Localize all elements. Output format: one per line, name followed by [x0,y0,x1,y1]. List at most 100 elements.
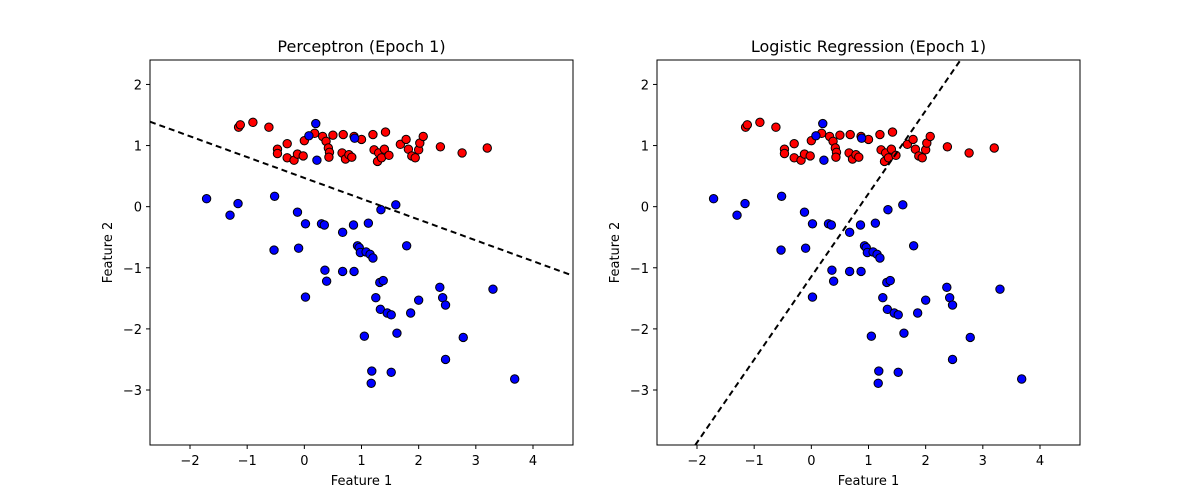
plot-area [150,117,573,388]
blue-class-point [776,191,787,201]
blue-class-point [349,133,360,143]
blue-class-point [740,198,750,209]
blue-class-point [488,284,498,294]
blue-class-point [878,293,888,303]
blue-class-point [201,194,212,204]
blue-class-point [321,276,332,286]
blue-class-point [366,378,376,388]
blue-class-point [405,308,416,318]
y-tick-label: 1 [134,140,142,155]
y-tick-label: −3 [123,384,142,399]
red-class-point [805,151,815,161]
blue-class-point [776,245,786,255]
blue-class-point [435,282,445,293]
blue-class-point [947,354,958,365]
blue-class-point [870,218,881,228]
decision-boundary-line [150,120,573,277]
red-class-point [886,144,897,154]
red-class-point [410,153,420,163]
blue-class-point [942,282,952,293]
blue-class-point [269,191,280,201]
blue-class-point [866,331,877,341]
red-class-point [942,142,953,152]
red-class-point [324,152,334,162]
blue-class-point [386,367,396,377]
red-class-point [742,120,753,130]
blue-class-point [899,328,909,338]
red-class-point [771,122,781,132]
blue-class-point [893,367,903,377]
red-class-point [328,130,338,140]
x-tick-label: 0 [807,454,815,469]
blue-class-point [348,220,359,230]
red-class-point [482,143,492,153]
blue-class-point [300,219,311,229]
red-class-point [235,120,246,130]
red-class-point [457,148,467,158]
blue-class-point [807,292,818,302]
red-class-point [272,148,283,159]
red-class-point [418,131,428,142]
blue-class-point [844,227,855,238]
red-class-point [835,130,845,140]
x-tick-label: 3 [472,454,480,469]
y-tick-label: 1 [641,140,649,155]
red-class-point [368,129,378,140]
blue-class-point [995,284,1005,294]
blue-class-point [509,374,520,384]
x-tick-label: 2 [922,454,930,469]
x-tick-label: −2 [687,454,706,469]
red-class-point [248,117,258,128]
blue-class-point [367,366,377,376]
blue-class-point [826,220,837,230]
blue-class-point [269,245,279,255]
x-tick-label: 1 [864,454,872,469]
blue-class-point [883,205,893,215]
blue-class-point [844,266,855,277]
y-tick-label: −3 [630,384,649,399]
blue-class-point [908,241,919,251]
red-class-point [384,150,394,161]
red-class-point [401,134,411,145]
blue-class-point [1016,374,1027,384]
blue-class-point [413,295,424,305]
y-tick-label: −1 [630,262,649,277]
y-axis-label: Feature 2 [608,222,623,284]
perceptron-panel: Perceptron (Epoch 1) Feature 1 Feature 2… [101,37,574,489]
blue-class-point [947,300,958,310]
blue-class-point [912,308,923,318]
blue-class-point [349,266,359,277]
y-tick-label: 0 [134,201,142,216]
blue-class-point [312,155,322,165]
chart-title: Logistic Regression (Epoch 1) [751,37,986,56]
blue-class-point [391,200,401,210]
blue-class-point [401,241,412,251]
blue-class-point [855,220,866,230]
blue-class-point [873,378,883,388]
red-class-point [338,129,348,140]
blue-class-point [337,227,348,238]
blue-class-point [965,332,975,343]
y-tick-label: 2 [134,78,142,93]
plot-area [694,60,1027,445]
blue-class-point [233,198,243,209]
y-tick-label: 2 [641,78,649,93]
blue-class-point [893,310,903,320]
y-tick-label: −1 [123,262,142,277]
red-class-point [908,134,918,145]
blue-class-point [708,194,719,204]
blue-class-point [378,275,388,286]
red-class-point [380,127,391,137]
x-tick-label: −1 [745,454,764,469]
blue-class-point [440,300,451,310]
blue-class-point [856,266,866,277]
blue-class-point [304,131,314,141]
blue-class-point [440,354,451,365]
blue-class-point [807,219,818,229]
blue-class-point [827,265,837,275]
x-tick-label: 1 [357,454,365,469]
red-class-point [347,152,357,162]
blue-class-point [818,118,828,129]
